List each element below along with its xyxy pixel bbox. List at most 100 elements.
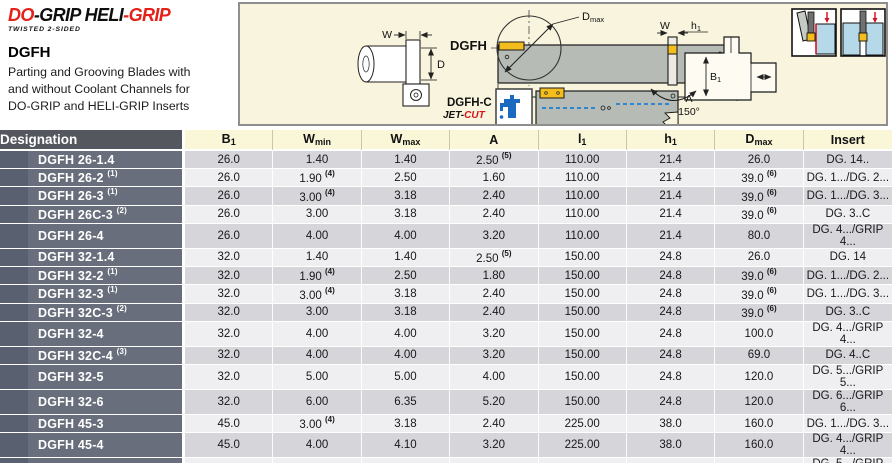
value-cell: 26.0 <box>715 248 804 268</box>
value-cell: 160.0 <box>715 414 804 434</box>
value-cell: 21.4 <box>626 187 716 206</box>
table-row: DGFH 26-3 (1) 26.0 3.00 (4) 3.18 2.40 110.00 2… <box>0 187 892 206</box>
dim-angle-label: 150° <box>678 106 700 118</box>
jet-cut-logo: JET-CUT <box>443 110 486 121</box>
value-cell: 26.0 <box>185 151 274 170</box>
value-cell: 3.00 <box>273 205 362 224</box>
application-icon-grooving <box>791 8 837 57</box>
value-cell: 26.0 <box>185 205 274 224</box>
column-header: Dmax <box>715 130 804 151</box>
value-cell: DG. 3..C <box>803 205 892 224</box>
table-row: DGFH 32-2 (1) 32.0 1.90 (4) 2.50 1.80 150.00 2… <box>0 267 892 286</box>
designation-cell: DGFH 32-5 <box>0 364 185 390</box>
value-cell: 120.0 <box>715 364 804 390</box>
heli-grip-red: -GRIP <box>123 5 171 25</box>
dgfh-c-drawing: DGFH-C JET-CUT <box>443 87 679 124</box>
spec-table-body: DGFH 26-1.4 26.0 1.40 1.40 2.50 (5) 110.00 21.… <box>0 151 892 463</box>
value-cell: 1.90 (4) <box>273 169 362 188</box>
brand-tagline: TWISTED 2-SIDED <box>8 26 81 33</box>
value-cell: 150.00 <box>538 364 627 390</box>
value-cell: 80.0 <box>715 223 804 249</box>
value-cell: 5.20 <box>450 389 539 415</box>
value-cell: 26.0 <box>185 187 274 206</box>
dim-w-right: W <box>660 20 670 32</box>
designation-cell: DGFH 26C-3 (2) <box>0 205 185 224</box>
column-header: h1 <box>626 130 716 151</box>
value-cell: 1.80 <box>450 267 539 286</box>
value-cell: 3.00 (4) <box>273 187 362 206</box>
value-cell: 38.0 <box>626 433 716 459</box>
red-arrow-down-icon <box>872 18 878 23</box>
value-cell: DG. 5.../GRIP 5... <box>803 364 892 390</box>
jet-cut-black: JET- <box>443 110 465 121</box>
designation-cell: DGFH 45-4 <box>0 433 185 459</box>
value-cell: DG. 4..C <box>803 346 892 365</box>
designation-cell: DGFH 45-3 <box>0 414 185 434</box>
value-cell: 3.18 <box>361 285 451 304</box>
heli-grip-black: HELI <box>84 5 124 25</box>
description-line: DO-GRIP and HELI-GRIP Inserts <box>8 98 190 113</box>
value-cell: 6.00 <box>273 389 362 415</box>
value-cell: 38.0 <box>626 414 716 434</box>
value-cell: 3.20 <box>450 433 539 459</box>
designation-cell: DGFH 26-1.4 <box>0 151 185 170</box>
value-cell: 2.40 <box>450 285 539 304</box>
description-line: and without Coolant Channels for <box>8 81 190 96</box>
dmax-circle <box>496 15 562 81</box>
value-cell: 39.0 (6) <box>715 267 804 286</box>
table-row: DGFH 32C-3 (2) 32.0 3.00 3.18 2.40 150.00 24.8… <box>0 303 892 322</box>
value-cell: DG. 1.../DG. 3... <box>803 187 892 206</box>
value-cell: 24.8 <box>626 248 716 268</box>
value-cell: 45.0 <box>185 433 274 459</box>
value-cell: 225.00 <box>538 458 627 463</box>
value-cell: 32.0 <box>185 248 274 268</box>
b1-sub: 1 <box>717 75 721 84</box>
column-header: B1 <box>185 130 274 151</box>
value-cell: 2.50 (5) <box>450 248 539 268</box>
value-cell: 39.0 (6) <box>715 169 804 188</box>
value-cell: 32.0 <box>185 267 274 286</box>
table-row: DGFH 32-5 32.0 5.00 5.00 4.00 150.00 24.8 120.0… <box>0 364 892 390</box>
value-cell: 21.4 <box>626 223 716 249</box>
value-cell: 24.8 <box>626 364 716 390</box>
dim-w-left: W <box>382 29 392 41</box>
do-grip-black: -GRIP <box>33 5 81 25</box>
table-row: DGFH 26-2 (1) 26.0 1.90 (4) 2.50 1.60 110.00 2… <box>0 169 892 188</box>
value-cell: 150.00 <box>538 303 627 322</box>
value-cell: 4.00 <box>361 321 451 347</box>
value-cell: 3.18 <box>361 414 451 434</box>
value-cell: 4.00 <box>273 433 362 459</box>
table-row: DGFH 45-3 45.0 3.00 (4) 3.18 2.40 225.00 38.0 1… <box>0 414 892 434</box>
value-cell: 39.0 (6) <box>715 205 804 224</box>
value-cell: 3.18 <box>361 205 451 224</box>
h1-sub: 1 <box>697 24 701 33</box>
brand-logos: DO-GRIP HELI-GRIP <box>8 5 236 26</box>
value-cell: 3.20 <box>450 223 539 249</box>
jet-cut-red: CUT <box>464 110 485 121</box>
value-cell: 32.0 <box>185 346 274 365</box>
insert-coolant-blade <box>539 87 565 99</box>
value-cell: 110.00 <box>538 151 627 170</box>
value-cell: 2.40 <box>450 205 539 224</box>
value-cell: 3.20 <box>450 321 539 347</box>
technical-diagram-panel: W D DGFH Dmax <box>238 2 888 126</box>
value-cell: 26.0 <box>185 223 274 249</box>
table-row: DGFH 32-1.4 32.0 1.40 1.40 2.50 (5) 150.00 24.… <box>0 248 892 268</box>
value-cell: DG. 1.../DG. 2... <box>803 267 892 286</box>
value-cell: 225.00 <box>538 433 627 459</box>
description-line: Parting and Grooving Blades with <box>8 65 191 79</box>
value-cell: 6.35 <box>361 389 451 415</box>
value-cell: 39.0 (6) <box>715 285 804 304</box>
value-cell: 32.0 <box>185 321 274 347</box>
designation-cell: DGFH 45-5 <box>0 458 185 463</box>
dim-d-left: D <box>437 59 445 71</box>
value-cell: 24.8 <box>626 303 716 322</box>
designation-cell: DGFH 32-4 <box>0 321 185 347</box>
table-row: DGFH 26-4 26.0 4.00 4.00 3.20 110.00 21.4 80.0 D… <box>0 223 892 249</box>
do-grip-logo: DO-GRIP <box>8 5 81 25</box>
value-cell: 24.8 <box>626 389 716 415</box>
value-cell: 69.0 <box>715 346 804 365</box>
column-header: Wmax <box>361 130 451 151</box>
value-cell: DG. 14.. <box>803 151 892 170</box>
